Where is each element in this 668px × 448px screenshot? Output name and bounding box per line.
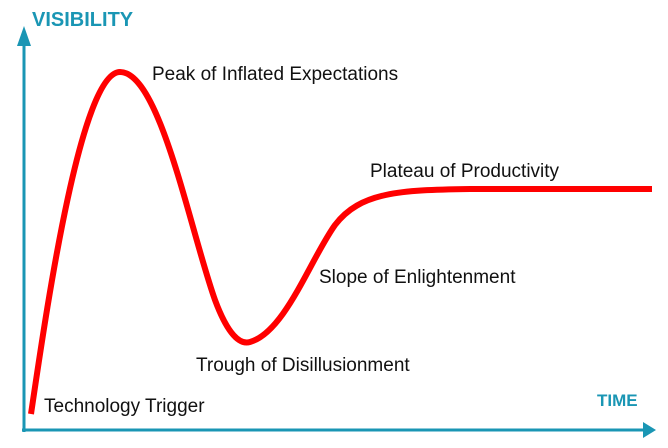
label-trough-of-disillusionment: Trough of Disillusionment <box>196 355 410 376</box>
hype-curve <box>28 68 652 415</box>
label-plateau-of-productivity: Plateau of Productivity <box>370 161 560 182</box>
label-slope-of-enlightenment: Slope of Enlightenment <box>319 267 516 288</box>
x-axis-arrow-icon <box>643 422 656 438</box>
x-axis-label: TIME <box>597 391 638 410</box>
y-axis-label: VISIBILITY <box>32 9 134 31</box>
label-peak-of-inflated-expectations: Peak of Inflated Expectations <box>152 64 399 85</box>
label-technology-trigger: Technology Trigger <box>44 396 205 417</box>
y-axis-arrow-icon <box>17 26 31 46</box>
